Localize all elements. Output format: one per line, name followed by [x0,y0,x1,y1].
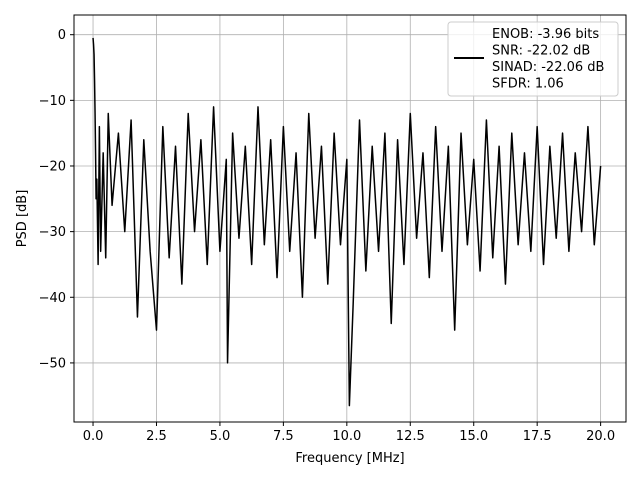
x-tick-label: 20.0 [586,429,615,444]
y-tick-label: −30 [39,225,66,240]
plot-area [92,37,602,407]
x-tick-label: 2.5 [146,429,167,444]
legend-entry-sfdr: SFDR: 1.06 [492,77,564,92]
legend-entry-enob: ENOB: -3.96 bits [492,27,599,42]
axes-frame [73,14,627,423]
y-axis-label: PSD [dB] [15,190,30,248]
legend-box [447,21,619,97]
x-axis-label: Frequency [MHz] [295,451,404,466]
x-tick-label: 15.0 [459,429,488,444]
y-tick-label: −40 [39,291,66,306]
x-tick-label: 12.5 [396,429,425,444]
y-tick-label: −10 [39,94,66,109]
legend: ENOB: -3.96 bits SNR: -22.02 dB SINAD: -… [447,21,619,97]
y-tick-label: −50 [39,356,66,371]
psd-series-line [92,37,602,407]
y-tick-label: 0 [58,28,66,43]
x-tick-label: 7.5 [273,429,294,444]
x-tick-label: 17.5 [523,429,552,444]
x-tick-label: 5.0 [210,429,231,444]
x-axis-ticks: 0.0 2.5 5.0 7.5 10.0 12.5 15.0 17.5 20.0 [83,422,615,444]
y-tick-label: −20 [39,159,66,174]
x-tick-label: 0.0 [83,429,104,444]
legend-entry-snr: SNR: -22.02 dB [492,44,590,59]
x-tick-label: 10.0 [332,429,361,444]
legend-entry-sinad: SINAD: -22.06 dB [492,60,604,75]
y-axis-ticks: 0 −10 −20 −30 −40 −50 [39,28,74,371]
